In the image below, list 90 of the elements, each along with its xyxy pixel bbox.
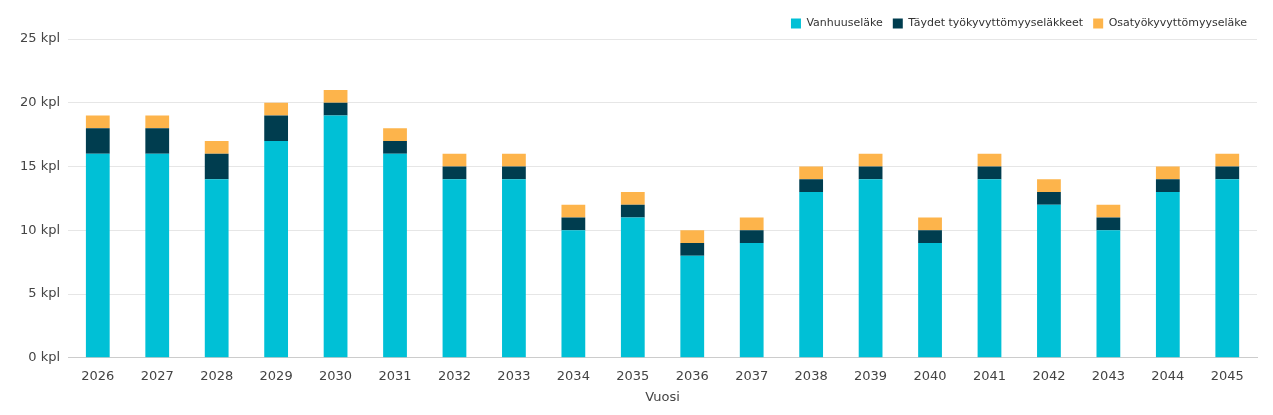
bar [1096, 230, 1121, 358]
bar [264, 115, 289, 142]
bar [323, 90, 348, 103]
bar [323, 102, 348, 116]
bar [739, 243, 764, 358]
bar [85, 128, 110, 154]
bar [442, 153, 467, 167]
bar [1155, 166, 1180, 180]
bar [1037, 204, 1061, 358]
bar [85, 115, 110, 129]
bar [977, 153, 1002, 167]
bar [264, 141, 289, 358]
bar [799, 166, 824, 180]
bar [918, 243, 942, 358]
bar [977, 179, 1002, 358]
bar [502, 179, 526, 358]
legend-label: Vanhuuseläke [806, 16, 884, 30]
x-tick-label: 2033 [497, 367, 531, 383]
bar [918, 230, 942, 244]
bar [1215, 153, 1240, 167]
x-tick-label: 2040 [913, 367, 947, 383]
bar [502, 166, 526, 180]
bar [1096, 217, 1121, 231]
x-tick-label: 2045 [1210, 367, 1244, 383]
bar [85, 153, 110, 358]
bar [680, 230, 705, 244]
bar [1155, 179, 1180, 193]
bar [561, 204, 586, 218]
bar [383, 153, 407, 358]
x-tick-label: 2044 [1151, 367, 1185, 383]
y-tick-label: 20 kpl [19, 94, 61, 110]
bar [442, 179, 467, 358]
y-tick-label: 5 kpl [28, 285, 61, 301]
x-tick-label: 2036 [675, 367, 709, 383]
bar [620, 204, 645, 218]
bar [620, 217, 645, 358]
x-tick-label: 2041 [972, 367, 1007, 383]
bar [561, 230, 586, 358]
bar [442, 166, 467, 180]
bar [918, 217, 942, 231]
y-tick-label: 25 kpl [19, 30, 61, 46]
bar [799, 179, 824, 193]
bar [799, 192, 824, 358]
bar [561, 217, 586, 231]
x-tick-label: 2026 [81, 367, 115, 383]
x-tick-label: 2028 [200, 367, 234, 383]
x-tick-label: 2035 [616, 367, 650, 383]
bar [1215, 179, 1240, 358]
bar [502, 153, 526, 167]
bar [145, 153, 170, 358]
x-tick-label: 2038 [794, 367, 828, 383]
x-tick-label: 2034 [556, 367, 590, 383]
x-tick-label: 2043 [1091, 367, 1125, 383]
bar [1215, 166, 1240, 180]
x-tick-label: 2029 [259, 367, 293, 383]
x-tick-label: 2037 [735, 367, 769, 383]
bar [858, 166, 883, 180]
x-tick-label: 2027 [140, 367, 174, 383]
bar [1155, 192, 1180, 358]
bar [977, 166, 1002, 180]
bar [264, 102, 289, 116]
y-tick-label: 15 kpl [19, 157, 61, 173]
bar [323, 115, 348, 358]
y-tick-label: 10 kpl [19, 221, 61, 237]
bar [680, 243, 705, 256]
x-tick-label: 2039 [854, 367, 888, 383]
bar [858, 179, 883, 358]
bar [858, 153, 883, 167]
x-tick-label: 2042 [1032, 367, 1066, 383]
bar [145, 115, 170, 129]
x-tick-label: 2032 [437, 367, 472, 383]
y-tick-label: 0 kpl [28, 349, 61, 365]
bar [1037, 179, 1061, 193]
bar [739, 230, 764, 244]
bar [1096, 204, 1121, 218]
bar [383, 128, 407, 142]
bar [1037, 192, 1061, 205]
bar [204, 141, 229, 154]
legend-label: Osatyökyvyttömyyseläke [1108, 16, 1248, 30]
bar [680, 255, 705, 358]
x-axis-title: Vuosi [645, 388, 680, 404]
bar [620, 192, 645, 205]
bar [204, 153, 229, 180]
bar [383, 141, 407, 154]
x-tick-label: 2030 [319, 367, 353, 383]
legend-label: Täydet työkyvyttömyyseläkkeet [907, 16, 1084, 30]
bar [739, 217, 764, 231]
bar [204, 179, 229, 358]
x-tick-label: 2031 [378, 367, 412, 383]
bar [145, 128, 170, 154]
